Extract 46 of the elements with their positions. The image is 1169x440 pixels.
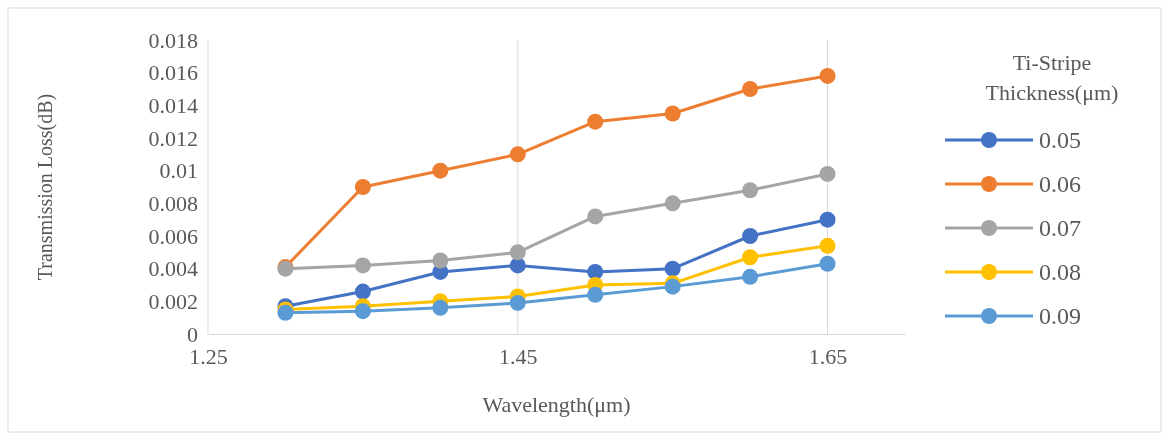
point [664, 260, 681, 277]
point [742, 268, 759, 285]
point [742, 182, 759, 199]
point [819, 211, 836, 228]
point [742, 228, 759, 244]
y-tick-label: 0.016 [148, 60, 198, 86]
point [819, 165, 836, 182]
point [587, 286, 604, 303]
point [432, 299, 449, 316]
y-tick-label: 0.002 [148, 288, 198, 314]
point [354, 257, 371, 274]
legend-label: 0.06 [1039, 171, 1081, 197]
y-tick-label: 0.004 [148, 256, 198, 282]
y-tick-label: 0.01 [159, 158, 198, 184]
y-tick-label: 0.006 [148, 223, 198, 249]
point [587, 263, 604, 280]
legend-title: Ti-Stripe Thickness(μm) [985, 50, 1119, 105]
y-tick-label: 0.008 [148, 190, 198, 216]
point [819, 67, 836, 84]
point [742, 249, 759, 266]
point [432, 162, 449, 179]
point [819, 237, 836, 254]
y-tick-label: 0.018 [148, 27, 198, 53]
legend-label: 0.05 [1039, 127, 1081, 153]
y-tick-label: 0.012 [148, 125, 198, 151]
point [432, 252, 449, 269]
point [664, 105, 681, 122]
point [742, 81, 759, 97]
point [587, 113, 604, 130]
point [509, 146, 526, 163]
point [819, 255, 836, 272]
y-axis-title: Transmission Loss(dB) [34, 93, 57, 281]
point [354, 283, 371, 300]
y-tick-label: 0.014 [148, 92, 198, 118]
point [587, 208, 604, 225]
x-tick-label: 1.45 [499, 343, 538, 369]
x-axis-title: Wavelength(μm) [482, 392, 631, 417]
legend-label: 0.07 [1039, 215, 1081, 241]
point [354, 179, 371, 195]
x-tick-label: 1.65 [808, 343, 848, 369]
point [509, 294, 526, 311]
legend-label: 0.09 [1039, 303, 1081, 329]
point [664, 195, 681, 212]
point [354, 303, 371, 320]
point [509, 244, 526, 261]
legend-label: 0.08 [1039, 259, 1081, 285]
